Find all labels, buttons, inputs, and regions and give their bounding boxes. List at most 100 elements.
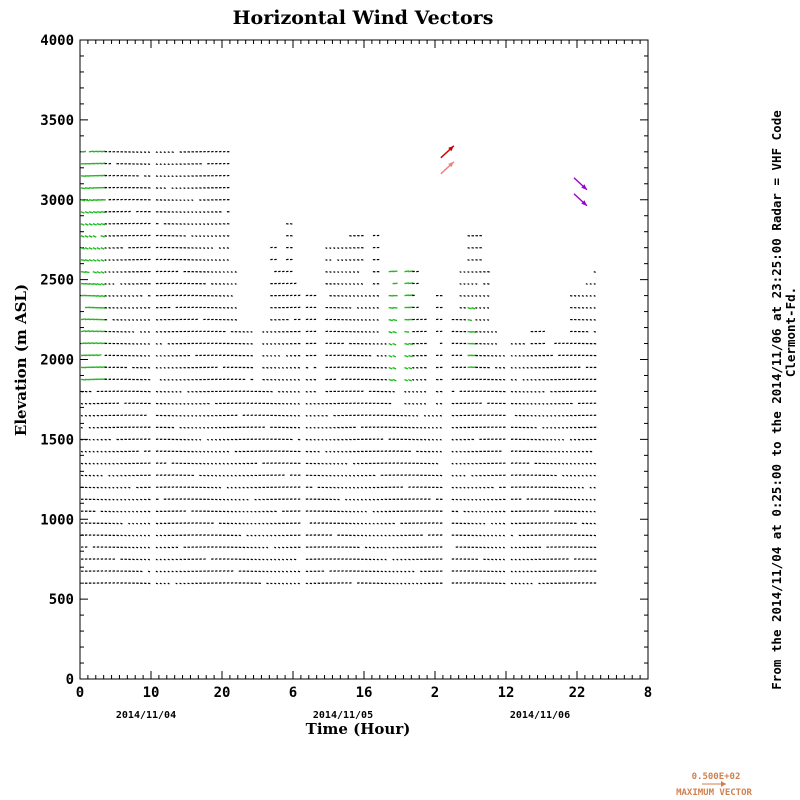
wind-vector [258,546,261,549]
wind-vector [163,390,166,393]
max-vector-label: MAXIMUM VECTOR [676,788,752,798]
wind-vector [179,187,182,190]
wind-vector [439,450,442,453]
wind-vector [404,366,409,370]
wind-vector [585,462,589,465]
wind-vector [416,414,419,417]
wind-vector [372,295,376,297]
wind-vector [510,582,514,585]
wind-vector [104,235,107,237]
wind-vector [214,450,218,453]
wind-vector [234,498,237,501]
wind-vector [281,366,285,369]
wind-vector [124,295,127,297]
wind-vector [155,390,159,393]
wind-vector [163,570,166,573]
wind-vector [80,211,85,214]
wind-vector [92,223,97,226]
wind-vector [128,486,131,489]
wind-vector [270,354,273,357]
wind-vector [345,295,348,297]
wind-vector [210,462,214,465]
y-tick-label: 1500 [40,432,74,448]
wind-vector [175,390,178,393]
wind-vector [84,450,87,453]
wind-vector [581,462,584,465]
wind-vector [573,498,577,501]
wind-vector [412,378,415,381]
wind-vector [573,474,576,477]
wind-vector [384,522,387,525]
wind-vector [207,259,210,261]
wind-vector [554,426,557,429]
wind-vector [498,570,502,573]
wind-vector [479,295,482,297]
wind-vector [167,582,170,585]
wind-vector [313,390,316,393]
wind-vector [222,271,225,273]
x-tick-label: 2 [431,685,439,701]
wind-vector [112,474,115,477]
wind-vector [345,486,348,489]
wind-vector [147,318,151,321]
wind-vector [136,342,139,345]
wind-vector [333,474,336,477]
wind-vector [581,474,584,477]
wind-vector [589,474,592,477]
wind-vector [364,319,367,321]
wind-vector [550,438,553,441]
wind-vector [494,522,498,525]
wind-vector [171,163,174,166]
wind-vector [183,414,186,417]
wind-vector [313,426,316,429]
wind-vector [143,151,147,154]
wind-vector [234,510,237,513]
wind-vector [175,163,178,166]
wind-vector [471,510,474,513]
wind-vector [581,498,584,501]
wind-vector [321,462,324,465]
wind-vector [353,259,356,261]
wind-vector [467,306,472,310]
wind-vector [325,438,328,441]
wind-vector [514,582,517,585]
wind-vector [495,498,498,501]
wind-vector [475,318,478,321]
wind-vector [195,211,198,214]
wind-vector [360,283,364,285]
wind-vector [412,402,415,405]
wind-vector [139,510,143,513]
wind-vector [266,342,269,345]
wind-vector [159,534,163,537]
wind-vector [222,283,225,285]
wind-vector [459,438,462,441]
wind-vector [203,199,206,201]
wind-vector [589,462,593,465]
wind-vector [135,319,139,321]
wind-vector [80,438,83,441]
wind-vector [183,438,186,441]
wind-vector [581,450,585,453]
wind-vector [147,558,151,561]
wind-vector [502,558,506,561]
wind-vector [278,546,281,549]
wind-vector [88,426,91,429]
wind-vector [112,259,115,261]
wind-vector [285,390,289,393]
wind-vector [558,438,561,441]
wind-vector [159,342,162,345]
x-tick-label: 16 [356,685,373,701]
wind-vector [147,151,151,154]
wind-vector [285,378,289,381]
wind-vector [569,474,573,477]
wind-vector [380,546,383,549]
wind-vector [356,498,360,501]
wind-vector [483,546,486,549]
wind-vector [297,582,300,585]
wind-vector [416,402,419,405]
wind-vector [491,558,494,561]
wind-vector [147,570,151,573]
wind-vector [163,163,166,166]
wind-vector [498,546,502,549]
wind-vector [214,474,218,477]
